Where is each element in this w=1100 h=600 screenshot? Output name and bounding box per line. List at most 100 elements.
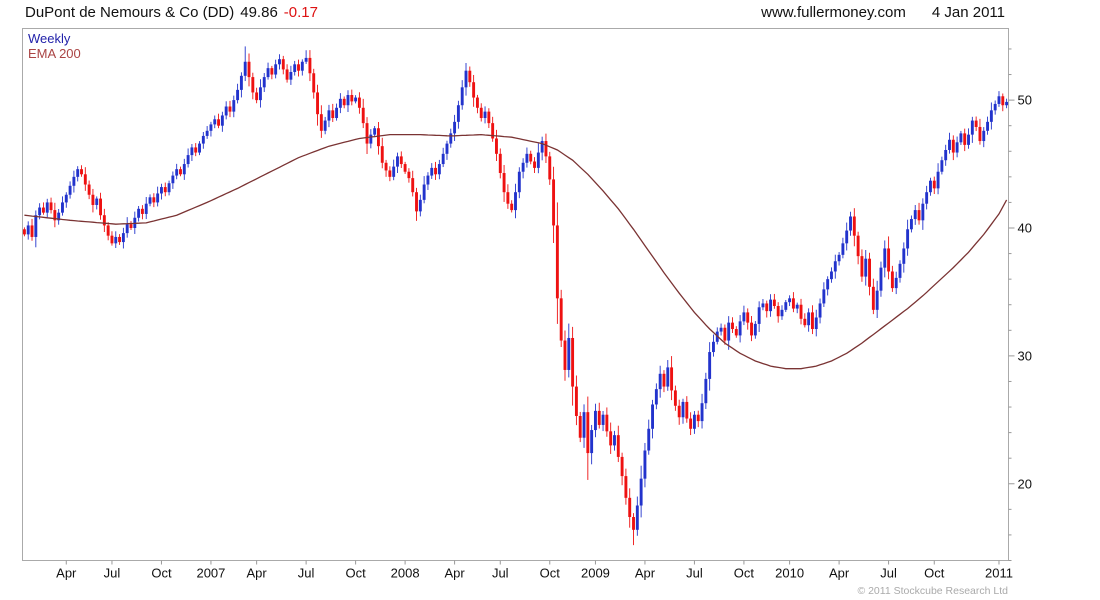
candle-body <box>624 476 628 498</box>
candle-body <box>278 59 281 65</box>
candle-body <box>890 271 894 289</box>
candle-body <box>186 155 190 165</box>
candle-body <box>1001 96 1005 106</box>
price-change: -0.17 <box>283 4 318 21</box>
candle-body <box>80 169 83 175</box>
candle-body <box>925 192 929 204</box>
candle-body <box>361 107 365 124</box>
candle-body <box>879 267 883 291</box>
candle-body <box>810 312 814 330</box>
candle-body <box>898 263 902 278</box>
candle-body <box>91 194 95 205</box>
candle-body <box>179 169 182 175</box>
candle-body <box>818 303 822 318</box>
plot-border <box>22 28 1009 561</box>
candle-body <box>913 210 917 220</box>
candle-body <box>281 59 285 70</box>
candle-body <box>232 100 236 112</box>
candle-body <box>639 478 643 506</box>
candle-body <box>323 120 327 131</box>
candle-body <box>357 97 361 108</box>
candle-body <box>102 215 106 226</box>
candle-body <box>255 92 259 101</box>
candle-body <box>533 161 536 168</box>
candle-body <box>959 133 963 143</box>
x-axis-label: Apr <box>635 566 656 581</box>
candle-body <box>906 229 910 249</box>
candle-body <box>68 185 72 195</box>
candle-body <box>841 243 845 255</box>
copyright-notice: © 2011 Stockcube Research Ltd <box>857 585 1008 597</box>
candle-body <box>411 178 415 193</box>
candle-body <box>57 212 61 221</box>
candle-body <box>171 175 175 184</box>
candle-body <box>651 404 655 429</box>
candle-body <box>308 57 312 74</box>
candle-body <box>609 431 613 446</box>
candle-body <box>765 303 769 312</box>
candle-body <box>643 450 647 479</box>
candle-body <box>738 321 742 336</box>
candle-body <box>453 121 457 134</box>
candle-body <box>506 192 510 204</box>
x-axis-label: Oct <box>734 566 755 581</box>
chart-header: DuPont de Nemours & Co (DD) 49.86 -0.17 ww… <box>0 0 1100 24</box>
candle-body <box>475 97 479 108</box>
candle-body <box>830 271 833 280</box>
x-axis-label: Jul <box>492 566 509 581</box>
candle-body <box>41 207 45 213</box>
candle-body <box>38 207 42 216</box>
candle-body <box>99 198 102 216</box>
candle-body <box>274 64 278 75</box>
candle-body <box>731 322 734 330</box>
candle-body <box>495 138 498 154</box>
chart-legend: Weekly EMA 200 <box>28 31 81 61</box>
candle-body <box>578 415 582 438</box>
candle-body <box>685 401 689 419</box>
candle-body <box>940 160 944 172</box>
candle-body <box>114 236 118 244</box>
candle-body <box>422 184 426 200</box>
candle-body <box>95 198 99 205</box>
candle-body <box>963 133 967 145</box>
candle-body <box>243 61 247 76</box>
candle-body <box>201 135 205 144</box>
candle-body <box>319 114 323 131</box>
x-axis-label: Oct <box>151 566 172 581</box>
candle-body <box>780 309 784 317</box>
candle-body <box>293 64 297 72</box>
candle-body <box>700 403 704 422</box>
candle-body <box>982 130 986 142</box>
candle-body <box>822 289 826 304</box>
candle-body <box>316 92 319 115</box>
candle-body <box>552 179 556 226</box>
candle-body <box>723 327 727 341</box>
candle-body <box>544 141 548 157</box>
candle-body <box>304 57 308 62</box>
candle-body <box>567 337 571 370</box>
candle-body <box>887 248 891 272</box>
candle-body <box>87 184 91 195</box>
candle-body <box>677 405 681 418</box>
candle-body <box>772 299 776 307</box>
candle-body <box>369 134 373 144</box>
candle-body <box>864 258 868 277</box>
y-axis-label: 20 <box>1018 476 1032 491</box>
candle-body <box>354 97 358 102</box>
x-axis-label: Apr <box>247 566 268 581</box>
candle-body <box>491 123 495 139</box>
candle-body <box>601 414 605 425</box>
candle-body <box>498 153 502 174</box>
candle-body <box>620 456 624 477</box>
candle-body <box>742 312 746 322</box>
candle-body <box>437 164 441 175</box>
candle-body <box>613 435 616 446</box>
candle-body <box>826 279 830 290</box>
candle-body <box>258 87 262 101</box>
candle-body <box>289 71 293 80</box>
candle-body <box>593 410 597 431</box>
candle-body <box>746 312 750 323</box>
candle-body <box>479 107 483 119</box>
